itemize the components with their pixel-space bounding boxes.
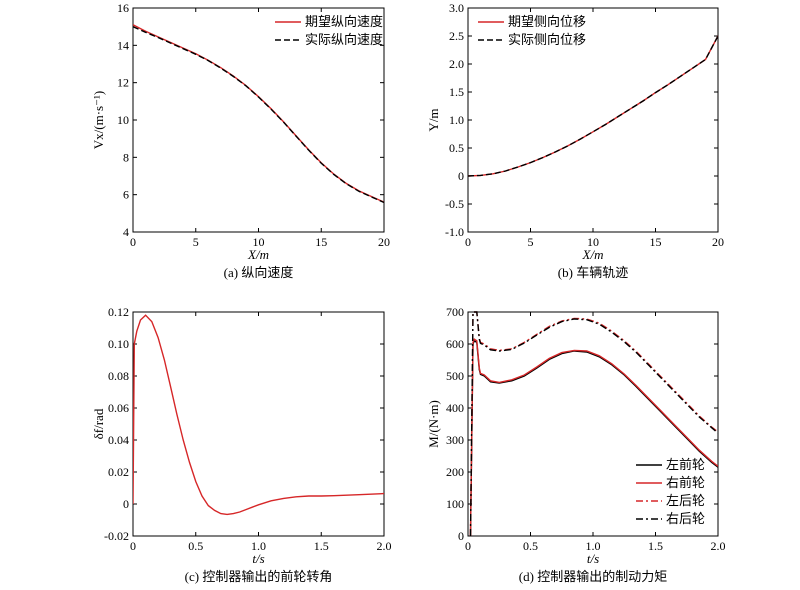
y-tick-label: -0.5 (445, 197, 464, 211)
y-tick-label: 100 (446, 497, 464, 511)
y-tick-label: 2.5 (449, 29, 464, 43)
panel-caption: (a) 纵向速度 (224, 265, 294, 280)
x-axis-label: t/s (252, 551, 264, 566)
x-tick-label: 5 (528, 235, 534, 249)
y-tick-label: 0.08 (108, 369, 129, 383)
series-line-2 (133, 26, 384, 204)
y-tick-label: -0.02 (104, 529, 129, 543)
y-tick-label: 0.10 (108, 337, 129, 351)
y-tick-label: 0.04 (108, 433, 129, 447)
plot-frame (467, 7, 719, 233)
x-tick-label: 1.5 (648, 539, 663, 553)
x-tick-label: 5 (193, 235, 199, 249)
panel-caption: (c) 控制器输出的前轮转角 (185, 569, 333, 584)
y-tick-label: 1.5 (449, 85, 464, 99)
panel-c-front-wheel-angle: 0 0.5 1.0 1.5 2.0-0.0200.020.040.060.080.100… (91, 305, 392, 584)
y-tick-label: 400 (446, 401, 464, 415)
y-tick-label: 300 (446, 433, 464, 447)
x-tick-label: 0 (130, 235, 136, 249)
y-tick-label: 14 (117, 38, 129, 52)
legend-label: 实际纵向速度 (305, 32, 383, 47)
y-tick-label: 1.0 (449, 113, 464, 127)
y-tick-label: 12 (117, 76, 129, 90)
x-tick-label: 0.5 (523, 539, 538, 553)
panel-a-longitudinal-speed: 0 5 10 15 20 4 6 8 10 12 14 16 X/m Vx/(m·s⁻¹) (a) 纵向速度… (91, 1, 390, 280)
x-tick-label: 2.0 (711, 539, 726, 553)
y-axis-label: δf/rad (91, 408, 106, 439)
y-tick-label: -1.0 (445, 225, 464, 239)
x-tick-label: 1.0 (251, 539, 266, 553)
series-line-2 (469, 338, 718, 537)
series-line-2 (468, 35, 718, 177)
x-tick-label: 1.5 (314, 539, 329, 553)
y-tick-label: 6 (123, 188, 129, 202)
x-axis-label: X/m (582, 247, 604, 262)
legend-label: 左后轮 (666, 493, 705, 508)
legend-label: 实际侧向位移 (508, 32, 586, 47)
x-tick-label: 10 (587, 235, 599, 249)
x-tick-label: 2.0 (377, 539, 392, 553)
series-line-1 (468, 35, 718, 177)
panel-caption: (b) 车辆轨迹 (558, 265, 628, 280)
x-tick-label: 0 (130, 539, 136, 553)
legend-label: 右前轮 (666, 475, 705, 490)
series-line-1 (133, 24, 384, 203)
legend-label: 期望纵向速度 (305, 14, 383, 29)
y-tick-label: 10 (117, 113, 129, 127)
y-tick-label: 500 (446, 369, 464, 383)
plot-frame (132, 311, 385, 537)
x-tick-label: 15 (650, 235, 662, 249)
x-tick-label: 0.5 (188, 539, 203, 553)
x-tick-label: 0 (465, 235, 471, 249)
x-tick-label: 10 (253, 235, 265, 249)
legend-label: 右后轮 (666, 511, 705, 526)
y-tick-label: 0.12 (108, 305, 129, 319)
x-tick-label: 15 (315, 235, 327, 249)
y-tick-label: 0 (458, 529, 464, 543)
y-tick-label: 0 (123, 497, 129, 511)
y-tick-label: 200 (446, 465, 464, 479)
y-tick-label: 8 (123, 150, 129, 164)
y-axis-label: M/(N·m) (426, 400, 441, 448)
series-line-1 (133, 314, 384, 516)
y-tick-label: 2.0 (449, 57, 464, 71)
legend-label: 左前轮 (666, 457, 705, 472)
y-tick-label: 0.06 (108, 401, 129, 415)
y-tick-label: 4 (123, 225, 129, 239)
y-tick-label: 700 (446, 305, 464, 319)
y-tick-label: 0.02 (108, 465, 129, 479)
x-tick-label: 20 (712, 235, 724, 249)
y-tick-label: 0.5 (449, 141, 464, 155)
y-tick-label: 600 (446, 337, 464, 351)
x-tick-label: 0 (465, 539, 471, 553)
x-axis-label: X/m (247, 247, 269, 262)
y-axis-label: Vx/(m·s⁻¹) (91, 91, 106, 149)
y-tick-label: 0 (458, 169, 464, 183)
panel-b-vehicle-trajectory: 0 5 10 15 20 -1.0 -0.5 0 0.5 1.0 1.5 2.0 2.5 3.0 X/m Y/… (426, 1, 724, 280)
x-tick-label: 1.0 (586, 539, 601, 553)
y-tick-label: 3.0 (449, 1, 464, 15)
x-tick-label: 20 (378, 235, 390, 249)
panel-d-braking-torque: 0 0.5 1.0 1.5 2.0 0 100 200 300 400 500 600 700 t/s M/… (426, 305, 726, 584)
panel-caption: (d) 控制器输出的制动力矩 (519, 569, 667, 584)
legend-label: 期望侧向位移 (508, 14, 586, 29)
y-tick-label: 16 (117, 1, 129, 15)
y-axis-label: Y/m (426, 108, 441, 131)
series-line-4 (469, 311, 718, 537)
x-axis-label: t/s (587, 551, 599, 566)
